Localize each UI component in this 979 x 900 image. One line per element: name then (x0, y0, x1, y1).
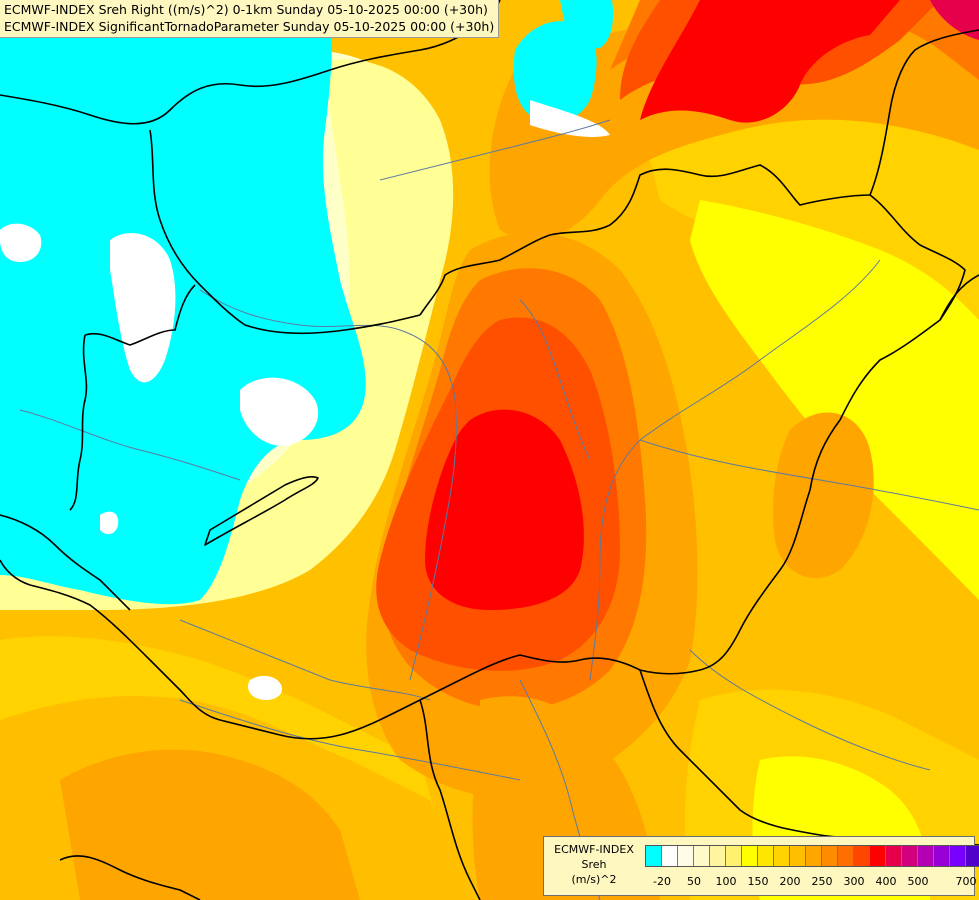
legend-swatch (774, 846, 790, 866)
legend-swatch (950, 846, 966, 866)
field-yellow-east (690, 200, 979, 600)
border-southwest-coast (59, 855, 201, 900)
border-lake-balaton (204, 476, 319, 546)
legend-swatch (822, 846, 838, 866)
border-hungary-south (149, 654, 641, 740)
legend-swatch (886, 846, 902, 866)
field-orange-southwest (60, 749, 360, 900)
field-cyan-west (0, 0, 366, 605)
rivers (19, 119, 979, 900)
river-southeast (689, 649, 931, 771)
border-northeast (869, 29, 979, 196)
legend-swatch (726, 846, 742, 866)
border-east-inner (939, 274, 979, 321)
legend-tick: 200 (779, 875, 801, 888)
field-cyan-north-inlet (513, 21, 597, 122)
legend-tick: 300 (843, 875, 865, 888)
legend-tick: 700 (955, 875, 977, 888)
legend-swatch (870, 846, 886, 866)
legend-swatch (758, 846, 774, 866)
legend-swatch (966, 846, 979, 866)
legend-swatch (806, 846, 822, 866)
field-white-patch-1 (0, 223, 42, 262)
legend-swatch (790, 846, 806, 866)
border-northwest-west (149, 129, 421, 335)
header-line-stp: ECMWF-INDEX SignificantTornadoParameter … (4, 19, 495, 34)
legend-swatch (742, 846, 758, 866)
legend-swatch-bar (645, 845, 979, 867)
field-red-north (640, 0, 900, 123)
legend-swatch (646, 846, 662, 866)
legend-title: ECMWF-INDEX Sreh (m/s)^2 (546, 842, 642, 887)
river-tisza (589, 259, 881, 681)
border-hungary-north (419, 164, 871, 316)
legend-title-model: ECMWF-INDEX (554, 843, 634, 856)
border-austria-slovenia (0, 514, 131, 611)
field-orange-east-patch (773, 412, 874, 579)
map-header: ECMWF-INDEX Sreh Right ((m/s)^2) 0-1km S… (0, 0, 500, 38)
border-hungary-east (639, 194, 966, 675)
field-white-patch-3 (240, 377, 319, 446)
legend-tick: 50 (687, 875, 701, 888)
river-east-1 (639, 439, 979, 511)
legend-tick: 500 (907, 875, 929, 888)
color-legend: ECMWF-INDEX Sreh (m/s)^2 -20 50 100 150 200 2… (543, 836, 979, 896)
legend-swatch (838, 846, 854, 866)
legend-swatch (694, 846, 710, 866)
river-west (19, 409, 241, 481)
legend-swatch (678, 846, 694, 866)
legend-tick: 250 (811, 875, 833, 888)
field-white-patch-6 (530, 100, 610, 137)
field-white-patch-2 (110, 232, 176, 383)
legend-tick: -20 (653, 875, 671, 888)
field-cyan-north-inlet2 (560, 0, 614, 49)
legend-swatch (918, 846, 934, 866)
header-line-sreh: ECMWF-INDEX Sreh Right ((m/s)^2) 0-1km S… (4, 2, 488, 17)
legend-tick: 100 (715, 875, 737, 888)
legend-title-unit: (m/s)^2 (571, 873, 617, 886)
legend-tick: 400 (875, 875, 897, 888)
river-sava (179, 699, 521, 781)
legend-swatch (934, 846, 950, 866)
legend-swatch (854, 846, 870, 866)
field-paleyellow-west (0, 59, 454, 611)
border-west-vertical (84, 284, 196, 346)
legend-swatch (902, 846, 918, 866)
border-west-jagged (69, 334, 88, 511)
river-drava (179, 619, 431, 701)
river-north-1 (379, 119, 611, 181)
river-danube (199, 289, 457, 681)
legend-swatch (710, 846, 726, 866)
border-north-ridge (0, 0, 501, 125)
field-red-core (425, 409, 584, 610)
legend-swatch (662, 846, 678, 866)
field-white-patch-4 (100, 511, 119, 535)
border-south-serbia (419, 699, 481, 900)
river-north-2 (519, 299, 591, 461)
legend-title-param: Sreh (581, 858, 607, 871)
field-white-patch-5 (248, 675, 283, 700)
border-hungary-west (0, 559, 151, 661)
legend-tick: 150 (747, 875, 769, 888)
field-crimson-northeast (930, 0, 979, 40)
